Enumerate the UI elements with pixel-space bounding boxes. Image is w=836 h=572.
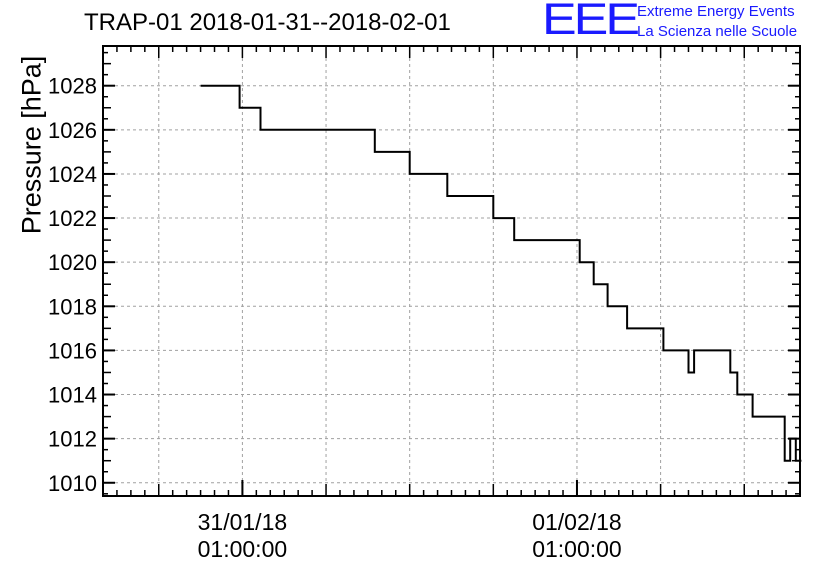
logo-line-1: Extreme Energy Events: [637, 3, 795, 20]
y-tick-label: 1026: [48, 118, 97, 143]
chart-title: TRAP-01 2018-01-31--2018-02-01: [84, 9, 451, 36]
y-tick-label: 1014: [48, 383, 97, 408]
y-tick-label: 1010: [48, 471, 97, 496]
x-tick-label-time: 01:00:00: [532, 536, 622, 562]
pressure-series-line: [200, 84, 802, 462]
plot-frame: [102, 45, 801, 497]
y-tick-label: 1018: [48, 294, 97, 319]
y-tick-label: 1016: [48, 338, 97, 363]
y-tick-label: 1012: [48, 427, 97, 452]
y-tick-label: 1028: [48, 74, 97, 99]
logo-line-2: La Scienza nelle Scuole: [637, 23, 798, 40]
x-tick-label-date: 31/01/18: [198, 509, 288, 535]
x-tick-label-date: 01/02/18: [532, 509, 622, 535]
y-tick-label: 1024: [48, 162, 97, 187]
y-tick-label: 1020: [48, 250, 97, 275]
eee-logo: EEE: [542, 0, 640, 45]
y-tick-label: 1022: [48, 206, 97, 231]
x-tick-label-time: 01:00:00: [198, 536, 288, 562]
